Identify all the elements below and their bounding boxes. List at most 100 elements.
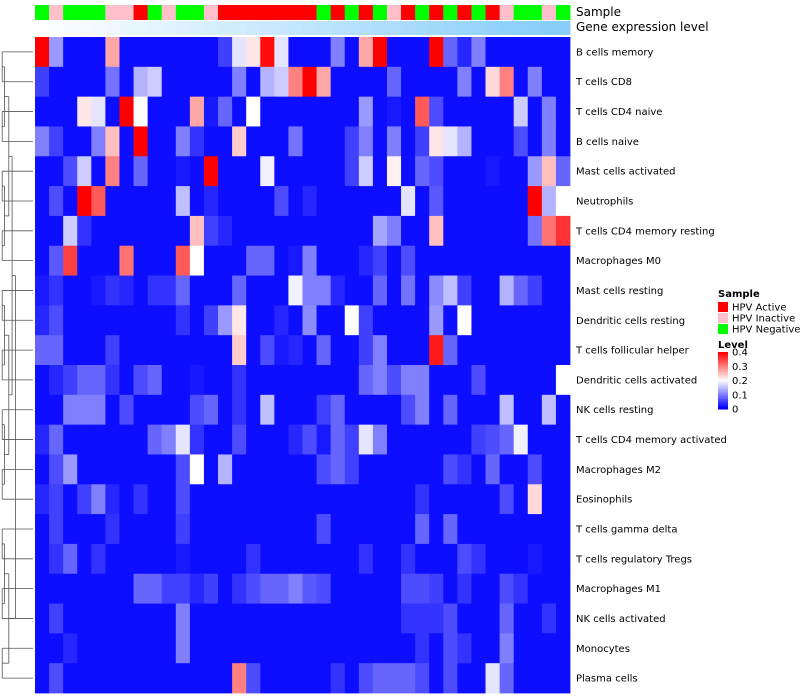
heatmap-cell	[63, 484, 78, 515]
sample-annotation-cell	[218, 5, 233, 20]
heatmap-cell	[147, 454, 163, 485]
heatmap-cell	[330, 215, 346, 247]
heatmap-cell	[527, 215, 543, 247]
heatmap-cell	[203, 156, 219, 187]
heatmap-cell	[218, 365, 233, 396]
heatmap-cell	[175, 365, 191, 396]
heatmap-cell	[77, 96, 92, 127]
heatmap-cell	[133, 663, 149, 694]
heatmap-cell	[147, 603, 163, 634]
heatmap-cell	[541, 275, 557, 306]
heatmap-cell	[63, 424, 78, 455]
heatmap-cell	[274, 573, 289, 604]
heatmap-cell	[133, 186, 149, 217]
heatmap-cell	[63, 514, 78, 545]
level-legend-gradient-step	[718, 397, 728, 400]
heatmap-cell	[485, 335, 501, 366]
heatmap-cell	[105, 573, 120, 604]
heatmap-cell	[288, 543, 303, 575]
row-label: Dendritic cells resting	[576, 316, 685, 327]
level-legend-gradient-step	[718, 396, 728, 399]
row-label: T cells CD8	[575, 77, 632, 88]
heatmap-cell	[77, 394, 92, 426]
heatmap-cell	[77, 215, 92, 247]
heatmap-cell	[330, 573, 346, 604]
heatmap-cell	[499, 305, 515, 336]
heatmap-cell	[246, 663, 261, 694]
heatmap-cell	[49, 484, 64, 515]
heatmap-cell	[555, 275, 571, 306]
heatmap-cell	[189, 484, 205, 515]
heatmap-cell	[443, 633, 458, 664]
heatmap-cell	[401, 633, 416, 664]
expression-annotation-cell	[218, 21, 233, 35]
heatmap-cell	[513, 573, 529, 604]
heatmap-cell	[260, 603, 275, 634]
heatmap-cell	[203, 96, 219, 127]
heatmap-cell	[302, 96, 317, 127]
heatmap-cell	[35, 335, 50, 366]
sample-annotation-cell	[443, 5, 458, 20]
sample-annotation-bar	[35, 5, 571, 20]
heatmap-cell	[119, 543, 134, 575]
sample-annotation-cell	[541, 5, 557, 20]
heatmap-cell	[63, 215, 78, 247]
sample-annotation-cell	[372, 5, 388, 20]
heatmap-cell	[527, 424, 543, 455]
heatmap-cell	[147, 215, 163, 247]
heatmap-cell	[513, 633, 529, 664]
heatmap-cell	[49, 215, 64, 247]
heatmap-cell	[330, 633, 346, 664]
heatmap-cell	[274, 245, 289, 276]
heatmap-cell	[401, 156, 416, 187]
heatmap-cell	[330, 335, 346, 366]
heatmap-cell	[443, 394, 458, 426]
heatmap-cell	[513, 186, 529, 217]
heatmap-cell	[133, 126, 149, 157]
heatmap-cell	[471, 365, 486, 396]
heatmap-cell	[429, 514, 444, 545]
sample-annotation-cell	[471, 5, 486, 20]
heatmap-cell	[246, 394, 261, 426]
sample-legend-swatch	[718, 302, 728, 312]
expression-annotation-cell	[147, 21, 163, 35]
heatmap-cell	[260, 186, 275, 217]
heatmap-cell	[260, 514, 275, 545]
level-legend-gradient-step	[718, 387, 728, 390]
heatmap-cell	[189, 305, 205, 336]
heatmap-cell	[119, 424, 134, 455]
heatmap-cell	[91, 514, 106, 545]
heatmap-cell	[147, 365, 163, 396]
heatmap-cell	[344, 245, 360, 276]
level-legend-gradient-step	[718, 386, 728, 389]
heatmap-cell	[386, 305, 402, 336]
sample-legend-label: HPV Inactive	[732, 314, 795, 325]
heatmap-cell	[232, 215, 247, 247]
heatmap-cell	[218, 245, 233, 276]
level-legend-gradient-step	[718, 370, 728, 373]
heatmap-cell	[372, 484, 388, 515]
heatmap-cell	[35, 96, 50, 127]
heatmap-cell	[527, 573, 543, 604]
heatmap-cell	[91, 603, 106, 634]
heatmap-cell	[302, 484, 317, 515]
heatmap-cell	[288, 275, 303, 306]
row-label: Macrophages M2	[576, 465, 661, 476]
heatmap-cell	[175, 215, 191, 247]
heatmap-cell	[49, 424, 64, 455]
heatmap-cell	[541, 514, 557, 545]
heatmap-cell	[401, 126, 416, 157]
heatmap-cell	[203, 663, 219, 694]
sample-annotation-cell	[119, 5, 134, 20]
heatmap-cell	[513, 603, 529, 634]
heatmap-cell	[175, 96, 191, 127]
heatmap-cell	[232, 663, 247, 694]
sample-legend-swatch	[718, 324, 728, 334]
heatmap-cell	[91, 186, 106, 217]
heatmap-cell	[429, 365, 444, 396]
heatmap-cell	[302, 335, 317, 366]
heatmap-cell	[555, 454, 571, 485]
sample-annotation-cell	[555, 5, 571, 20]
expression-annotation-cell	[288, 21, 303, 35]
heatmap-cell	[485, 66, 501, 98]
